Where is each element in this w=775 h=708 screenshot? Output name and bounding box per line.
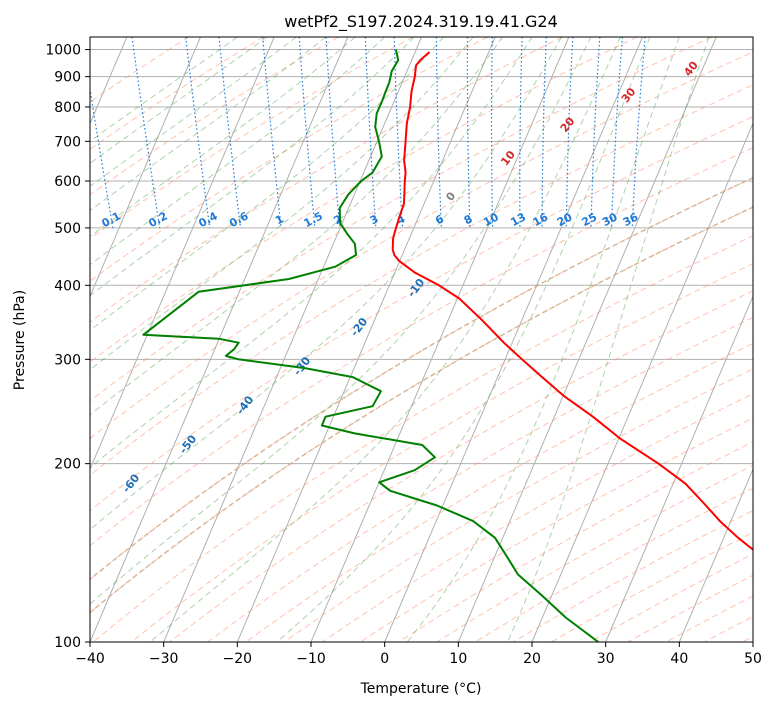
auxiliary-lines xyxy=(90,37,753,642)
dry-adiabat xyxy=(169,290,753,642)
dry-adiabat xyxy=(92,235,753,642)
y-tick-label: 400 xyxy=(54,278,81,294)
moist-adiabat xyxy=(90,37,386,266)
y-tick-label: 1000 xyxy=(45,43,81,59)
x-tick-label: −30 xyxy=(149,651,179,667)
y-tick-label: 800 xyxy=(54,100,81,116)
x-tick-label: −20 xyxy=(223,651,253,667)
temperature-profile xyxy=(391,51,753,551)
mixing-ratio-line xyxy=(298,37,316,228)
isotherm-line xyxy=(531,122,753,642)
y-tick-label: 900 xyxy=(54,70,81,86)
moist-adiabat xyxy=(90,37,415,297)
moist-adiabat xyxy=(507,37,710,642)
mixing-ratio-line xyxy=(131,37,161,228)
moist-adiabat xyxy=(90,37,503,416)
chart-title: wetPf2_S197.2024.319.19.41.G24 xyxy=(284,12,558,32)
mixing-ratio-line xyxy=(185,37,211,228)
dry-adiabat xyxy=(90,37,339,196)
y-tick-label: 300 xyxy=(54,352,81,368)
mixing-ratio-label: 13 xyxy=(508,210,528,229)
dry-adiabat xyxy=(90,37,563,323)
dry-adiabat xyxy=(283,368,753,642)
mixing-ratio-line xyxy=(218,37,242,228)
moist-adiabat xyxy=(90,37,327,212)
dry-adiabat xyxy=(90,37,264,150)
mixing-ratio-label: 30 xyxy=(600,210,620,229)
mixing-ratio-line xyxy=(631,37,646,228)
y-tick-label: 500 xyxy=(54,221,81,237)
isotherm-line xyxy=(457,37,717,642)
moist-adiabat xyxy=(90,37,238,142)
isotherm-label: -70 xyxy=(63,510,86,534)
isotherm-line xyxy=(236,37,496,642)
isotherm-line xyxy=(384,37,643,642)
plot-background xyxy=(90,37,753,642)
x-tick-label: 20 xyxy=(523,651,541,667)
y-axis-ticks: 1000 900 800 700 600 500 400 300 200 100 xyxy=(45,43,90,651)
isotherm-line xyxy=(605,295,753,642)
reference-curve xyxy=(90,176,753,581)
y-tick-label: 700 xyxy=(54,134,81,150)
x-tick-label: 0 xyxy=(380,651,389,667)
isotherm-label: -80 xyxy=(6,550,29,574)
moist-adiabat xyxy=(90,37,297,187)
mixing-ratio-label: 25 xyxy=(580,210,600,229)
mixing-ratio-label: 16 xyxy=(531,210,551,229)
mixing-ratio-label: 10 xyxy=(481,210,501,229)
dry-adiabat xyxy=(90,37,712,402)
mixing-ratio-line xyxy=(90,85,114,229)
profile-series xyxy=(142,49,753,642)
dry-adiabat xyxy=(245,342,753,642)
x-axis-label: Temperature (°C) xyxy=(360,681,482,697)
x-tick-label: 40 xyxy=(670,651,688,667)
moist-adiabat xyxy=(90,37,268,164)
x-tick-label: −40 xyxy=(75,651,105,667)
x-tick-label: 10 xyxy=(449,651,467,667)
dry-adiabat xyxy=(90,37,638,363)
dry-adiabat xyxy=(90,116,753,512)
dewpoint-profile xyxy=(142,49,599,642)
dry-adiabat xyxy=(131,263,753,642)
y-tick-label: 600 xyxy=(54,174,81,190)
dry-adiabat xyxy=(90,51,753,440)
moist-adiabat xyxy=(90,37,562,531)
isotherm-line xyxy=(752,640,753,642)
moist-adiabat xyxy=(90,37,474,371)
dry-adiabat xyxy=(90,84,753,476)
moist-adiabat xyxy=(149,37,621,642)
plot-frame xyxy=(89,36,754,643)
moist-adiabat xyxy=(90,37,533,469)
isotherm-line xyxy=(678,467,753,642)
x-tick-label: 50 xyxy=(744,651,762,667)
x-tick-label: −10 xyxy=(296,651,326,667)
y-axis-label: Pressure (hPa) xyxy=(12,290,28,390)
moist-adiabat xyxy=(276,37,651,642)
y-tick-label: 100 xyxy=(54,635,81,651)
mixing-ratio-label: 20 xyxy=(555,210,575,229)
mixing-ratio-label: 36 xyxy=(621,210,641,229)
moist-adiabat xyxy=(406,37,680,642)
x-axis-ticks: −40 −30 −20 −10 0 10 20 30 40 50 xyxy=(75,642,762,667)
mixing-ratio-line xyxy=(262,37,282,228)
isotherm-line xyxy=(90,37,275,471)
moist-adiabat xyxy=(90,37,592,605)
x-tick-label: 30 xyxy=(597,651,615,667)
y-tick-label: 200 xyxy=(54,457,81,473)
